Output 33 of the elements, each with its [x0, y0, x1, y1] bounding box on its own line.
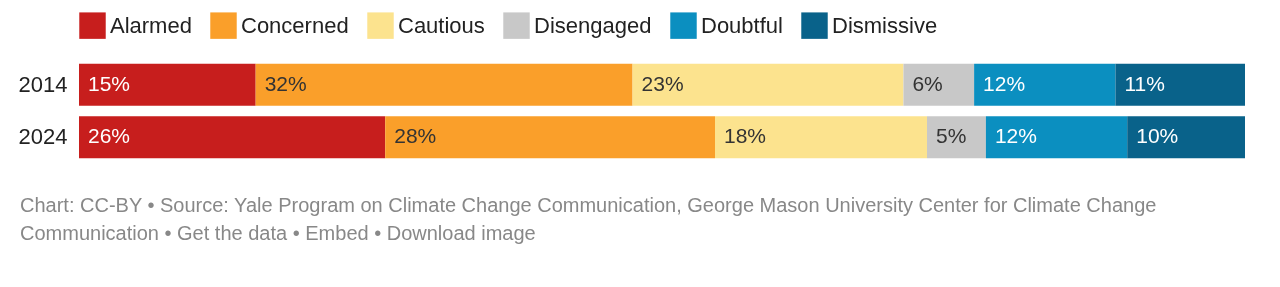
bar: [903, 63, 975, 106]
bar: [1127, 116, 1245, 159]
data-label: 10%: [1136, 124, 1179, 148]
bar: [985, 116, 1128, 159]
legend-label: Alarmed: [110, 12, 192, 38]
legend-label: Concerned: [241, 12, 349, 38]
data-label: 28%: [394, 124, 437, 148]
bar: [255, 63, 633, 106]
bar: [1115, 63, 1245, 106]
data-label: 15%: [88, 71, 131, 95]
bar: [632, 63, 904, 106]
data-label: 11%: [1124, 71, 1165, 95]
data-label: 32%: [264, 71, 307, 95]
data-label: 12%: [994, 124, 1037, 148]
y-tick-label: 2014: [18, 71, 68, 97]
bar: [974, 63, 1116, 106]
legend-label: Dismissive: [832, 12, 938, 38]
data-label: 5%: [936, 124, 967, 148]
data-label: 6%: [912, 71, 943, 95]
data-label: 23%: [641, 71, 684, 95]
y-tick-label: 2024: [18, 124, 68, 150]
text: Chart: CC-BY • Source: Yale Program on Climate Change Communication, George Mason University Center for Climate Change Communication • Get the data • Embed • Download image: [20, 193, 1158, 246]
bar: [385, 116, 715, 159]
bar: [79, 63, 256, 106]
bar: [79, 116, 386, 159]
bar: [927, 116, 986, 159]
legend-label: Cautious: [398, 12, 485, 38]
legend-label: Disengaged: [534, 12, 652, 38]
bar: [715, 116, 927, 159]
data-label: 18%: [724, 124, 767, 148]
data-label: 12%: [983, 71, 1026, 95]
data-label: 26%: [88, 124, 131, 148]
legend-label: Doubtful: [701, 12, 783, 38]
